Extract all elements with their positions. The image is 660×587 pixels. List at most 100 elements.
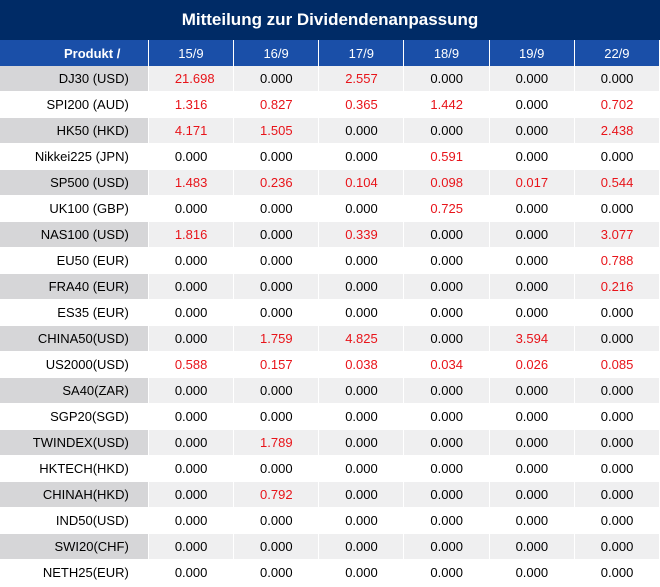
dividend-value-cell: 0.725 bbox=[403, 195, 490, 222]
dividend-value-cell: 0.000 bbox=[148, 377, 235, 404]
header-date: 17/9 bbox=[318, 40, 405, 66]
product-name-cell: NETH25(EUR) bbox=[0, 559, 149, 586]
dividend-value-cell: 4.171 bbox=[148, 117, 235, 144]
dividend-value-cell: 2.438 bbox=[574, 117, 660, 144]
dividend-value-cell: 0.085 bbox=[574, 351, 660, 378]
dividend-value-cell: 0.104 bbox=[318, 169, 405, 196]
dividend-value-cell: 0.000 bbox=[233, 221, 320, 248]
dividend-value-cell: 0.000 bbox=[489, 247, 575, 274]
product-name-cell: NAS100 (USD) bbox=[0, 221, 149, 248]
dividend-value-cell: 0.000 bbox=[574, 403, 660, 430]
dividend-value-cell: 0.000 bbox=[489, 429, 575, 456]
dividend-value-cell: 0.544 bbox=[574, 169, 660, 196]
dividend-value-cell: 0.000 bbox=[318, 481, 405, 508]
dividend-value-cell: 0.000 bbox=[233, 403, 320, 430]
table-row: SA40(ZAR) 0.000 0.000 0.000 0.000 0.000 0.000 bbox=[0, 377, 660, 404]
dividend-value-cell: 0.000 bbox=[403, 117, 490, 144]
dividend-value-cell: 0.000 bbox=[148, 507, 235, 534]
dividend-value-cell: 0.000 bbox=[403, 247, 490, 274]
dividend-value-cell: 0.000 bbox=[403, 377, 490, 404]
dividend-value-cell: 0.000 bbox=[403, 66, 490, 92]
dividend-value-cell: 0.000 bbox=[403, 403, 490, 430]
dividend-value-cell: 0.017 bbox=[489, 169, 575, 196]
product-name-cell: CHINA50(USD) bbox=[0, 325, 149, 352]
dividend-value-cell: 0.026 bbox=[489, 351, 575, 378]
table-row: US2000(USD) 0.588 0.157 0.038 0.034 0.026 0.08… bbox=[0, 351, 660, 378]
header-date: 18/9 bbox=[403, 40, 490, 66]
dividend-value-cell: 1.316 bbox=[148, 91, 235, 118]
table-row: CHINAH(HKD) 0.000 0.792 0.000 0.000 0.000 0.00… bbox=[0, 481, 660, 508]
dividend-value-cell: 0.000 bbox=[574, 559, 660, 586]
product-name-cell: SP500 (USD) bbox=[0, 169, 149, 196]
dividend-value-cell: 0.000 bbox=[403, 507, 490, 534]
product-name-cell: UK100 (GBP) bbox=[0, 195, 149, 222]
dividend-value-cell: 1.759 bbox=[233, 325, 320, 352]
table-body: DJ30 (USD) 21.698 0.000 2.557 0.000 0.000 0.00… bbox=[0, 66, 660, 586]
dividend-value-cell: 0.000 bbox=[233, 559, 320, 586]
header-date: 19/9 bbox=[489, 40, 575, 66]
dividend-value-cell: 0.000 bbox=[318, 377, 405, 404]
dividend-value-cell: 0.000 bbox=[233, 247, 320, 274]
dividend-value-cell: 0.000 bbox=[233, 195, 320, 222]
product-name-cell: SA40(ZAR) bbox=[0, 377, 149, 404]
table-row: SWI20(CHF) 0.000 0.000 0.000 0.000 0.000 0.000 bbox=[0, 533, 660, 560]
dividend-value-cell: 0.000 bbox=[233, 66, 320, 92]
dividend-value-cell: 0.000 bbox=[318, 247, 405, 274]
dividend-value-cell: 0.000 bbox=[148, 429, 235, 456]
dividend-value-cell: 0.000 bbox=[233, 455, 320, 482]
dividend-value-cell: 0.000 bbox=[233, 533, 320, 560]
product-name-cell: TWINDEX(USD) bbox=[0, 429, 149, 456]
dividend-value-cell: 1.483 bbox=[148, 169, 235, 196]
table-row: SGP20(SGD) 0.000 0.000 0.000 0.000 0.000 0.000 bbox=[0, 403, 660, 430]
dividend-value-cell: 0.000 bbox=[403, 429, 490, 456]
dividend-value-cell: 0.000 bbox=[318, 429, 405, 456]
dividend-value-cell: 0.000 bbox=[318, 299, 405, 326]
dividend-value-cell: 0.000 bbox=[403, 559, 490, 586]
dividend-value-cell: 0.000 bbox=[148, 273, 235, 300]
table-row: Nikkei225 (JPN) 0.000 0.000 0.000 0.591 0.000… bbox=[0, 143, 660, 170]
product-name-cell: CHINAH(HKD) bbox=[0, 481, 149, 508]
product-name-cell: FRA40 (EUR) bbox=[0, 273, 149, 300]
dividend-value-cell: 0.000 bbox=[574, 429, 660, 456]
dividend-value-cell: 0.000 bbox=[489, 143, 575, 170]
dividend-value-cell: 1.505 bbox=[233, 117, 320, 144]
dividend-value-cell: 0.000 bbox=[148, 403, 235, 430]
dividend-value-cell: 0.702 bbox=[574, 91, 660, 118]
dividend-value-cell: 0.000 bbox=[318, 195, 405, 222]
dividend-value-cell: 0.339 bbox=[318, 221, 405, 248]
header-date: 16/9 bbox=[233, 40, 320, 66]
table-row: NETH25(EUR) 0.000 0.000 0.000 0.000 0.000 0.00… bbox=[0, 559, 660, 586]
product-name-cell: HKTECH(HKD) bbox=[0, 455, 149, 482]
product-name-cell: EU50 (EUR) bbox=[0, 247, 149, 274]
dividend-value-cell: 0.000 bbox=[233, 377, 320, 404]
dividend-value-cell: 0.591 bbox=[403, 143, 490, 170]
table-row: IND50(USD) 0.000 0.000 0.000 0.000 0.000 0.000 bbox=[0, 507, 660, 534]
dividend-value-cell: 0.000 bbox=[233, 143, 320, 170]
dividend-value-cell: 0.000 bbox=[574, 533, 660, 560]
dividend-value-cell: 0.000 bbox=[318, 559, 405, 586]
table-row: EU50 (EUR) 0.000 0.000 0.000 0.000 0.000 0.788 bbox=[0, 247, 660, 274]
dividend-value-cell: 0.000 bbox=[489, 533, 575, 560]
dividend-value-cell: 0.000 bbox=[574, 195, 660, 222]
dividend-value-cell: 0.000 bbox=[403, 221, 490, 248]
dividend-value-cell: 0.000 bbox=[233, 273, 320, 300]
dividend-value-cell: 0.000 bbox=[403, 533, 490, 560]
dividend-value-cell: 3.594 bbox=[489, 325, 575, 352]
dividend-value-cell: 0.000 bbox=[148, 559, 235, 586]
dividend-value-cell: 0.000 bbox=[318, 455, 405, 482]
header-date: 22/9 bbox=[574, 40, 660, 66]
dividend-value-cell: 0.000 bbox=[574, 325, 660, 352]
dividend-value-cell: 0.000 bbox=[489, 455, 575, 482]
table-row: HKTECH(HKD) 0.000 0.000 0.000 0.000 0.000 0.00… bbox=[0, 455, 660, 482]
dividend-value-cell: 0.000 bbox=[574, 507, 660, 534]
dividend-value-cell: 2.557 bbox=[318, 66, 405, 92]
dividend-value-cell: 0.000 bbox=[574, 143, 660, 170]
dividend-value-cell: 0.038 bbox=[318, 351, 405, 378]
dividend-value-cell: 0.000 bbox=[233, 299, 320, 326]
dividend-value-cell: 0.000 bbox=[148, 195, 235, 222]
product-name-cell: IND50(USD) bbox=[0, 507, 149, 534]
dividend-value-cell: 0.000 bbox=[489, 507, 575, 534]
dividend-value-cell: 0.000 bbox=[489, 377, 575, 404]
dividend-value-cell: 0.000 bbox=[403, 455, 490, 482]
dividend-value-cell: 0.000 bbox=[148, 455, 235, 482]
